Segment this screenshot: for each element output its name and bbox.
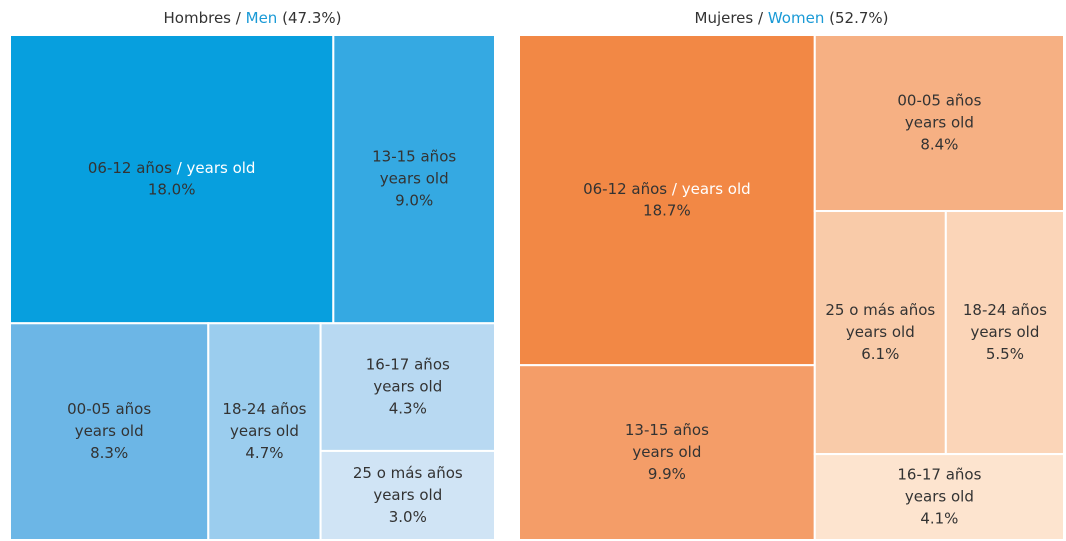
sublabel: years old	[75, 422, 144, 440]
title-es: Hombres	[164, 9, 232, 27]
value-label: 8.3%	[90, 444, 128, 462]
value-label: 18.7%	[643, 202, 691, 220]
title-es: Mujeres	[695, 9, 754, 27]
category: 13-15 años	[372, 148, 456, 166]
panel-title: Hombres / Men (47.3%)	[164, 9, 342, 27]
value-label: 9.9%	[648, 465, 686, 483]
tile	[813, 453, 1065, 541]
sublabel: years old	[380, 170, 449, 188]
separator: /	[672, 180, 678, 198]
tile	[319, 449, 496, 541]
sublabel: years old	[230, 422, 299, 440]
tile	[9, 322, 210, 541]
title-en: Women	[768, 9, 824, 27]
category: 13-15 años	[625, 421, 709, 439]
category: 00-05 años	[67, 400, 151, 418]
separator: /	[177, 159, 183, 177]
sublabel: years old	[187, 159, 256, 177]
value-label: 5.5%	[986, 345, 1024, 363]
value-label: 4.7%	[245, 444, 283, 462]
sublabel: years old	[373, 486, 442, 504]
tile	[518, 34, 816, 367]
sublabel: years old	[905, 114, 974, 132]
tile	[332, 34, 497, 325]
tile	[9, 34, 335, 325]
value-label: 6.1%	[861, 345, 899, 363]
title-total: (52.7%)	[829, 9, 888, 27]
category: 25 o más años	[825, 301, 935, 319]
category: 16-17 años	[366, 356, 450, 374]
category: 18-24 años	[222, 400, 306, 418]
title-en: Men	[246, 9, 278, 27]
value-label: 8.4%	[920, 136, 958, 154]
value-label: 18.0%	[148, 181, 196, 199]
sublabel: years old	[682, 180, 751, 198]
category: 16-17 años	[897, 466, 981, 484]
sublabel: years old	[970, 323, 1039, 341]
value-label: 4.3%	[389, 400, 427, 418]
category: 06-12 años	[88, 159, 172, 177]
tile-label: 06-12 años / years old	[583, 180, 751, 198]
category: 25 o más años	[353, 464, 463, 482]
title-separator: /	[236, 9, 242, 27]
sublabel: years old	[846, 323, 915, 341]
title-total: (47.3%)	[282, 9, 341, 27]
category: 18-24 años	[963, 301, 1047, 319]
sublabel: years old	[632, 443, 701, 461]
value-label: 9.0%	[395, 192, 433, 210]
panel-title: Mujeres / Women (52.7%)	[695, 9, 889, 27]
title-separator: /	[758, 9, 764, 27]
category: 00-05 años	[897, 92, 981, 110]
value-label: 4.1%	[920, 510, 958, 528]
category: 06-12 años	[583, 180, 667, 198]
tile	[813, 210, 947, 456]
tile	[518, 364, 816, 541]
sublabel: years old	[373, 378, 442, 396]
tile	[207, 322, 322, 541]
tile	[319, 322, 496, 452]
value-label: 3.0%	[389, 508, 427, 526]
tile-label: 06-12 años / years old	[88, 159, 256, 177]
sublabel: years old	[905, 488, 974, 506]
